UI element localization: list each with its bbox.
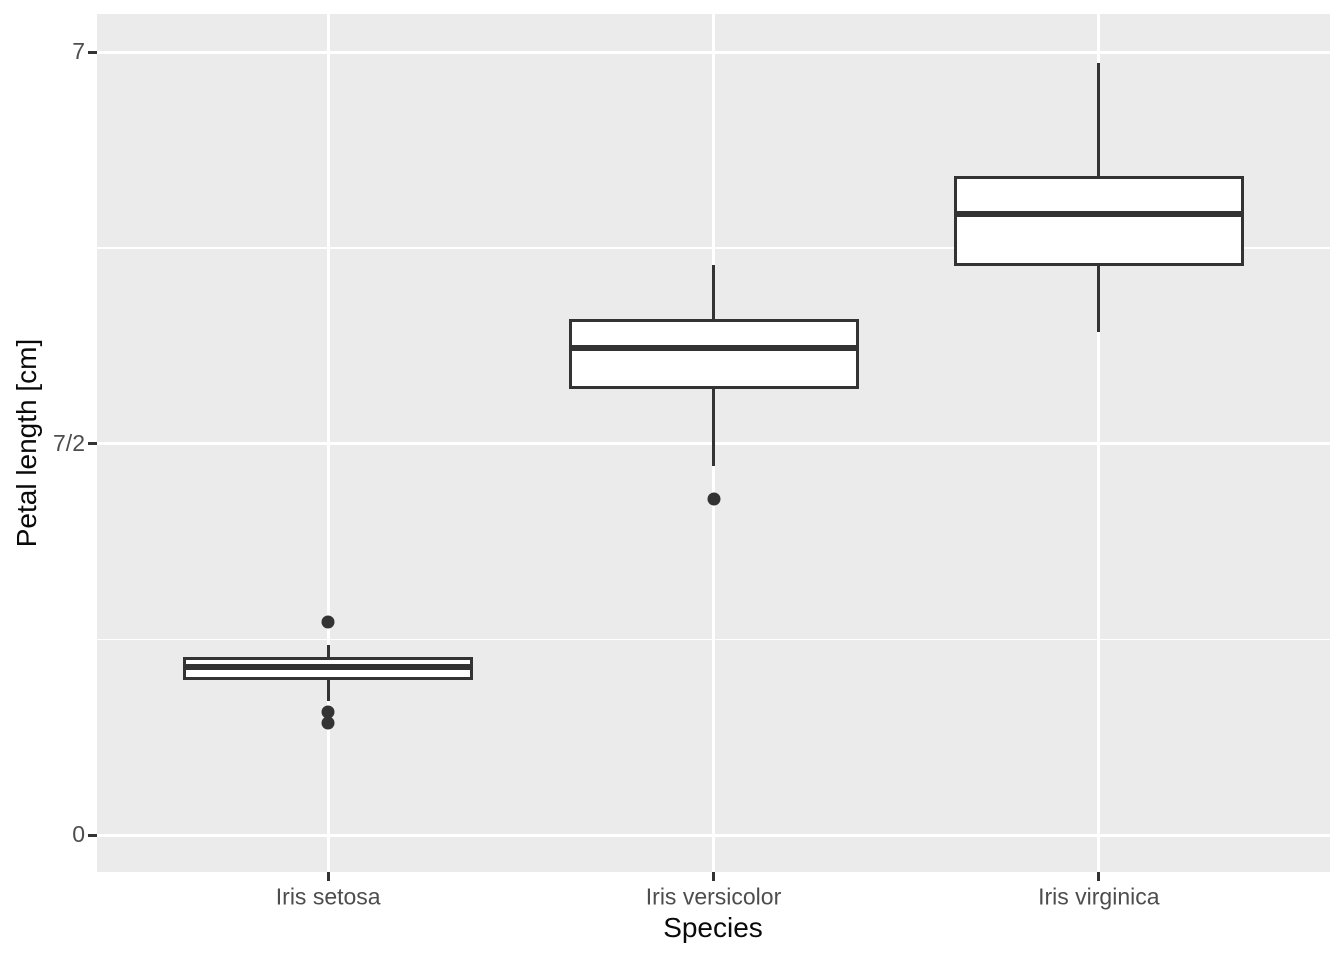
y-axis-tick — [88, 833, 97, 837]
boxplot-upper-whisker — [326, 644, 330, 659]
x-axis-tick — [1097, 872, 1101, 881]
x-axis-tick — [712, 872, 715, 881]
boxplot-outlier-point — [321, 615, 335, 629]
y-axis-tick-label: 0 — [72, 820, 85, 847]
x-axis-title: Species — [663, 912, 763, 943]
boxplot-median-line — [568, 345, 859, 352]
x-major-gridline — [326, 14, 330, 872]
boxplot-lower-whisker — [712, 387, 715, 466]
y-axis-tick — [88, 50, 97, 54]
boxplot-outlier-point — [321, 716, 335, 730]
boxplot-box — [568, 318, 859, 390]
boxplot-outlier-point — [707, 492, 720, 506]
x-major-gridline — [1097, 14, 1101, 872]
y-axis-tick-label: 7 — [72, 37, 85, 64]
boxplot-upper-whisker — [712, 264, 715, 321]
boxplot-median-line — [183, 664, 474, 671]
boxplot-box — [953, 176, 1244, 267]
x-axis-tick — [326, 872, 330, 881]
x-axis-tick-label: Iris virginica — [1038, 883, 1160, 910]
boxplot-lower-whisker — [1097, 264, 1101, 332]
boxplot-outlier-point — [321, 705, 335, 719]
plot-panel — [97, 14, 1330, 872]
boxplot-median-line — [953, 211, 1244, 218]
y-axis-tick — [88, 442, 97, 445]
y-axis-title: Petal length [cm] — [11, 338, 42, 548]
x-axis-tick-label: Iris setosa — [275, 883, 381, 910]
boxplot-upper-whisker — [1097, 63, 1101, 178]
boxplot-lower-whisker — [326, 678, 330, 701]
x-axis-tick-label: Iris versicolor — [645, 883, 782, 910]
